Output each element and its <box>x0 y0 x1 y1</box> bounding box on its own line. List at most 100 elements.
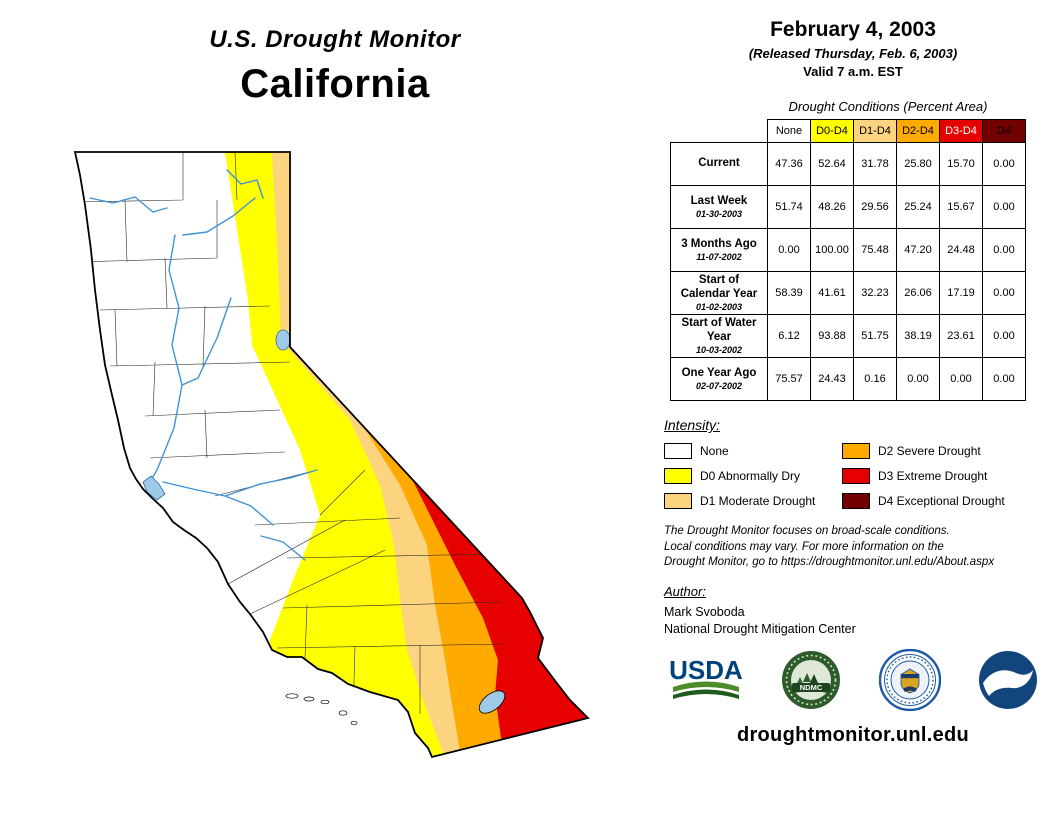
legend-label: None <box>700 444 729 458</box>
cell-value: 58.39 <box>767 271 811 315</box>
row-label: Last Week <box>690 194 748 207</box>
cell-value: 15.70 <box>939 142 983 186</box>
rivers <box>89 169 318 561</box>
table-row-3-months-ago: 3 Months Ago 11-07-2002 0.00 100.00 75.48… <box>670 228 1026 272</box>
cell-value: 47.36 <box>767 142 811 186</box>
ndmc-logo: NDMC <box>782 650 841 709</box>
table-title: Drought Conditions (Percent Area) <box>788 99 988 114</box>
san-francisco-bay <box>142 475 166 501</box>
row-date: 01-02-2003 <box>695 301 743 312</box>
cell-value: 75.48 <box>853 228 897 272</box>
legend-item-d2: D2 Severe Drought <box>842 443 1040 459</box>
legend-item-d0: D0 Abnormally Dry <box>664 468 842 484</box>
info-panel: February 4, 2003 (Released Thursday, Feb… <box>664 18 1042 747</box>
water-bodies <box>142 329 506 714</box>
col-header-d3-d4: D3-D4 <box>939 119 983 143</box>
cell-value: 0.00 <box>982 357 1026 401</box>
cell-value: 23.61 <box>939 314 983 358</box>
author-heading: Author: <box>664 583 706 599</box>
cell-value: 41.61 <box>810 271 854 315</box>
salton-sea <box>478 690 506 714</box>
cell-value: 0.00 <box>939 357 983 401</box>
cell-value: 51.75 <box>853 314 897 358</box>
cell-value: 0.16 <box>853 357 897 401</box>
drought-conditions-table: None D0-D4 D1-D4 D2-D4 D3-D4 D4 Current … <box>670 119 1026 401</box>
author-block: Author: Mark Svoboda National Drought Mi… <box>664 584 1042 636</box>
usda-swoosh <box>673 681 739 692</box>
cell-value: 25.24 <box>896 185 940 229</box>
d4-swatch <box>842 493 870 509</box>
disclaimer-text: The Drought Monitor focuses on broad-sca… <box>664 524 1042 571</box>
cell-value: 32.23 <box>853 271 897 315</box>
author-name: Mark Svoboda <box>664 604 745 619</box>
legend-label: D2 Severe Drought <box>878 444 981 458</box>
cell-value: 25.80 <box>896 142 940 186</box>
page-title-block: U.S. Drought Monitor California <box>130 26 540 107</box>
ndmc-logo-text: NDMC <box>800 683 823 692</box>
cell-value: 0.00 <box>982 185 1026 229</box>
col-header-d4: D4 <box>982 119 1026 143</box>
col-header-none: None <box>767 119 811 143</box>
table-row-start-calendar-year: Start of Calendar Year 01-02-2003 58.39 4… <box>670 271 1026 315</box>
date-block: February 4, 2003 (Released Thursday, Feb… <box>664 18 1042 79</box>
county-boundaries <box>75 152 504 719</box>
map-date: February 4, 2003 <box>770 18 936 41</box>
legend-label: D1 Moderate Drought <box>700 494 816 508</box>
page-title: U.S. Drought Monitor <box>209 26 461 53</box>
table-row-current: Current 47.36 52.64 31.78 25.80 15.70 0.… <box>670 142 1026 186</box>
cell-value: 38.19 <box>896 314 940 358</box>
cell-value: 26.06 <box>896 271 940 315</box>
disclaimer-line: Local conditions may vary. For more info… <box>664 540 944 553</box>
table-header-row: None D0-D4 D1-D4 D2-D4 D3-D4 D4 <box>670 119 1026 143</box>
commerce-seal-logo <box>878 648 941 711</box>
cell-value: 15.67 <box>939 185 983 229</box>
row-label: 3 Months Ago <box>681 237 757 250</box>
disclaimer-line: Drought Monitor, go to https://droughtmo… <box>664 556 995 569</box>
cell-value: 0.00 <box>767 228 811 272</box>
row-date: 10-03-2002 <box>695 344 743 355</box>
legend-item-d4: D4 Exceptional Drought <box>842 493 1040 509</box>
cell-value: 0.00 <box>982 228 1026 272</box>
california-drought-map <box>55 140 645 800</box>
legend-label: D0 Abnormally Dry <box>700 469 801 483</box>
row-date: 02-07-2002 <box>695 381 743 392</box>
row-label: Start of Calendar Year <box>680 274 758 300</box>
cell-value: 0.00 <box>896 357 940 401</box>
cell-value: 0.00 <box>982 142 1026 186</box>
col-header-d1-d4: D1-D4 <box>853 119 897 143</box>
state-outline <box>73 151 590 759</box>
drought-monitor-url: droughtmonitor.unl.edu <box>736 723 970 746</box>
legend-label: D4 Exceptional Drought <box>878 494 1005 508</box>
lake-tahoe <box>275 329 291 351</box>
legend-title: Intensity: <box>664 417 721 433</box>
channel-islands <box>285 693 358 726</box>
cell-value: 52.64 <box>810 142 854 186</box>
cell-value: 0.00 <box>982 314 1026 358</box>
cell-value: 51.74 <box>767 185 811 229</box>
map-svg <box>73 151 590 759</box>
cell-value: 24.43 <box>810 357 854 401</box>
table-row-start-water-year: Start of Water Year 10-03-2002 6.12 93.88… <box>670 314 1026 358</box>
d1-swatch <box>664 493 692 509</box>
table-row-one-year-ago: One Year Ago 02-07-2002 75.57 24.43 0.16 … <box>670 357 1026 401</box>
cell-value: 47.20 <box>896 228 940 272</box>
release-date: (Released Thursday, Feb. 6, 2003) <box>748 46 958 61</box>
intensity-legend: Intensity: None D2 Severe Drought D0 Abn… <box>664 417 1042 509</box>
legend-item-d1: D1 Moderate Drought <box>664 493 842 509</box>
cell-value: 6.12 <box>767 314 811 358</box>
d3-swatch <box>842 468 870 484</box>
cell-value: 31.78 <box>853 142 897 186</box>
d3-region <box>408 471 588 757</box>
cell-value: 24.48 <box>939 228 983 272</box>
cell-value: 48.26 <box>810 185 854 229</box>
row-label: Start of Water Year <box>681 317 757 343</box>
cell-value: 75.57 <box>767 357 811 401</box>
noaa-logo <box>978 650 1037 709</box>
row-label: Current <box>698 156 740 169</box>
cell-value: 29.56 <box>853 185 897 229</box>
valid-time: Valid 7 a.m. EST <box>803 64 903 79</box>
cell-value: 17.19 <box>939 271 983 315</box>
d0-swatch <box>664 468 692 484</box>
legend-item-none: None <box>664 443 842 459</box>
table-row-last-week: Last Week 01-30-2003 51.74 48.26 29.56 25… <box>670 185 1026 229</box>
